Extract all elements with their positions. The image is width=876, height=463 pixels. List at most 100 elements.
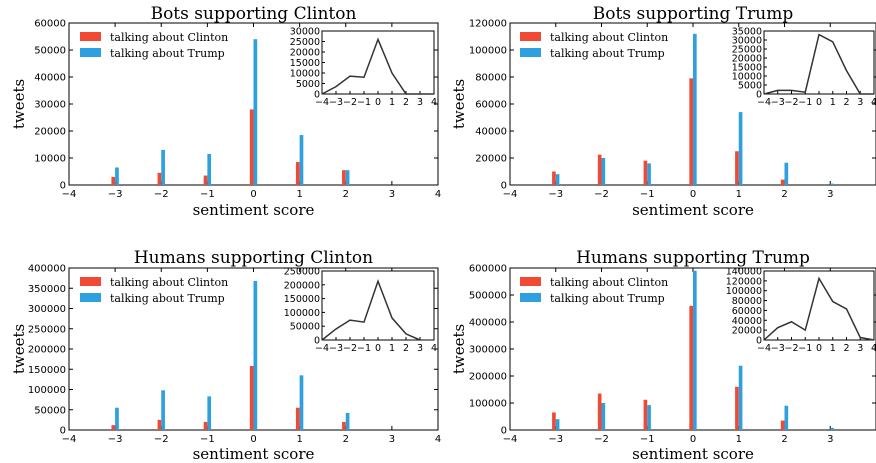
y-tick-label: 300000 xyxy=(469,345,507,356)
inset-x-tick-label: −1 xyxy=(798,97,812,108)
inset-y-tick-label: 150000 xyxy=(284,294,320,305)
x-tick-label: −2 xyxy=(594,189,609,200)
bar-trump xyxy=(161,390,165,430)
inset-x-tick-label: 2 xyxy=(403,343,409,354)
inset-x-tick-label: −2 xyxy=(784,343,798,354)
x-tick-label: 4 xyxy=(435,434,441,445)
y-tick-label: 400000 xyxy=(28,264,66,275)
y-tick-label: 100000 xyxy=(469,399,507,410)
legend-label: talking about Trump xyxy=(550,292,665,305)
y-tick-label: 200000 xyxy=(28,345,66,356)
legend-label: talking about Trump xyxy=(550,47,665,60)
x-tick-label: −2 xyxy=(154,189,169,200)
x-tick-label: 1 xyxy=(296,189,302,200)
bar-trump xyxy=(830,183,834,185)
inset-line xyxy=(763,33,874,95)
legend-label: talking about Clinton xyxy=(550,276,668,289)
y-tick-label: 10000 xyxy=(34,154,66,165)
inset-y-tick-label: 0 xyxy=(756,90,762,101)
inset-frame xyxy=(763,30,875,95)
bar-trump xyxy=(738,365,743,430)
inset-line xyxy=(321,37,434,95)
inset-x-tick-label: 4 xyxy=(871,97,876,108)
inset-y-tick-label: 20000 xyxy=(732,54,762,65)
bar-trump xyxy=(693,270,697,430)
bar-trump xyxy=(601,403,606,430)
y-tick-label: 50000 xyxy=(34,405,66,416)
bar-trump xyxy=(830,427,834,430)
chart-panel: Humans supporting Trump sentiment score tw… xyxy=(450,248,876,463)
y-axis-label: tweets xyxy=(450,79,468,129)
bar-trump xyxy=(299,375,304,430)
legend-swatch xyxy=(520,277,541,286)
x-axis-label: sentiment score xyxy=(193,445,315,463)
x-tick-label: 2 xyxy=(781,189,787,200)
x-tick-label: 0 xyxy=(250,189,256,200)
inset-x-tick-label: −3 xyxy=(329,343,343,354)
y-tick-label: 350000 xyxy=(28,284,66,295)
bar-trump xyxy=(784,162,789,185)
x-axis-label: sentiment score xyxy=(632,201,754,219)
inset-chart: −4 −3 −2 −1 0 1 2 3 4020000400006000080000100000… xyxy=(726,267,876,355)
bar-clinton xyxy=(780,179,785,185)
inset-y-tick-label: 30000 xyxy=(732,36,762,47)
bar-clinton xyxy=(111,176,116,185)
inset-y-tick-label: 100000 xyxy=(284,308,320,319)
inset-y-tick-label: 0 xyxy=(314,336,320,347)
x-tick-label: 0 xyxy=(690,189,696,200)
inset-x-tick-label: 1 xyxy=(389,97,395,108)
inset-x-tick-label: 0 xyxy=(816,97,822,108)
legend-label: talking about Trump xyxy=(110,47,225,60)
inset-y-tick-label: 20000 xyxy=(290,48,320,59)
inset-x-tick-label: −1 xyxy=(798,343,812,354)
bar-trump xyxy=(207,153,212,185)
bar-clinton xyxy=(157,172,162,185)
x-tick-label: 0 xyxy=(250,434,256,445)
bar-clinton xyxy=(689,78,693,185)
x-tick-label: −4 xyxy=(503,189,518,200)
inset-x-tick-label: 0 xyxy=(375,343,381,354)
inset-x-tick-label: −4 xyxy=(315,97,329,108)
chart-title: Bots supporting Clinton xyxy=(151,4,357,24)
bar-trump xyxy=(115,167,119,185)
bar-clinton xyxy=(597,393,602,430)
inset-x-tick-label: −1 xyxy=(357,343,371,354)
bar-clinton xyxy=(203,175,208,185)
bar-trump xyxy=(647,405,651,430)
x-tick-label: 3 xyxy=(827,434,833,445)
bar-trump xyxy=(207,396,212,430)
x-tick-label: 2 xyxy=(343,434,349,445)
bar-trump xyxy=(253,280,258,430)
inset-y-tick-label: 0 xyxy=(756,336,762,347)
bar-trump xyxy=(784,405,789,430)
x-tick-label: −3 xyxy=(548,434,563,445)
x-tick-label: −4 xyxy=(62,434,77,445)
x-tick-label: 2 xyxy=(781,434,787,445)
bar-clinton xyxy=(203,421,208,430)
inset-x-tick-label: 4 xyxy=(431,97,437,108)
x-tick-label: −3 xyxy=(108,434,123,445)
bar-trump xyxy=(299,135,304,185)
inset-line xyxy=(763,276,875,341)
y-tick-label: 100000 xyxy=(28,385,66,396)
bar-trump xyxy=(345,412,350,430)
inset-x-tick-label: 1 xyxy=(830,343,836,354)
inset-chart: −4 −3 −2 −1 0 1 2 3 4050001000015000200002500030… xyxy=(290,27,437,109)
x-tick-label: 3 xyxy=(827,189,833,200)
inset-y-tick-label: 140000 xyxy=(726,267,762,278)
x-tick-label: −4 xyxy=(62,189,77,200)
inset-x-tick-label: 1 xyxy=(389,343,395,354)
bar-clinton xyxy=(689,305,693,430)
y-tick-label: 30000 xyxy=(34,100,66,111)
inset-y-tick-label: 80000 xyxy=(732,296,762,307)
bar-trump xyxy=(555,174,560,185)
x-tick-label: −2 xyxy=(154,434,169,445)
chart-title: Humans supporting Trump xyxy=(576,248,810,268)
inset-x-tick-label: 2 xyxy=(403,97,409,108)
inset-x-tick-label: −2 xyxy=(343,97,357,108)
bar-clinton xyxy=(295,162,300,185)
y-tick-label: 40000 xyxy=(34,73,66,84)
y-tick-label: 0 xyxy=(501,181,507,192)
x-tick-label: 3 xyxy=(389,434,395,445)
bar-clinton xyxy=(735,151,739,185)
